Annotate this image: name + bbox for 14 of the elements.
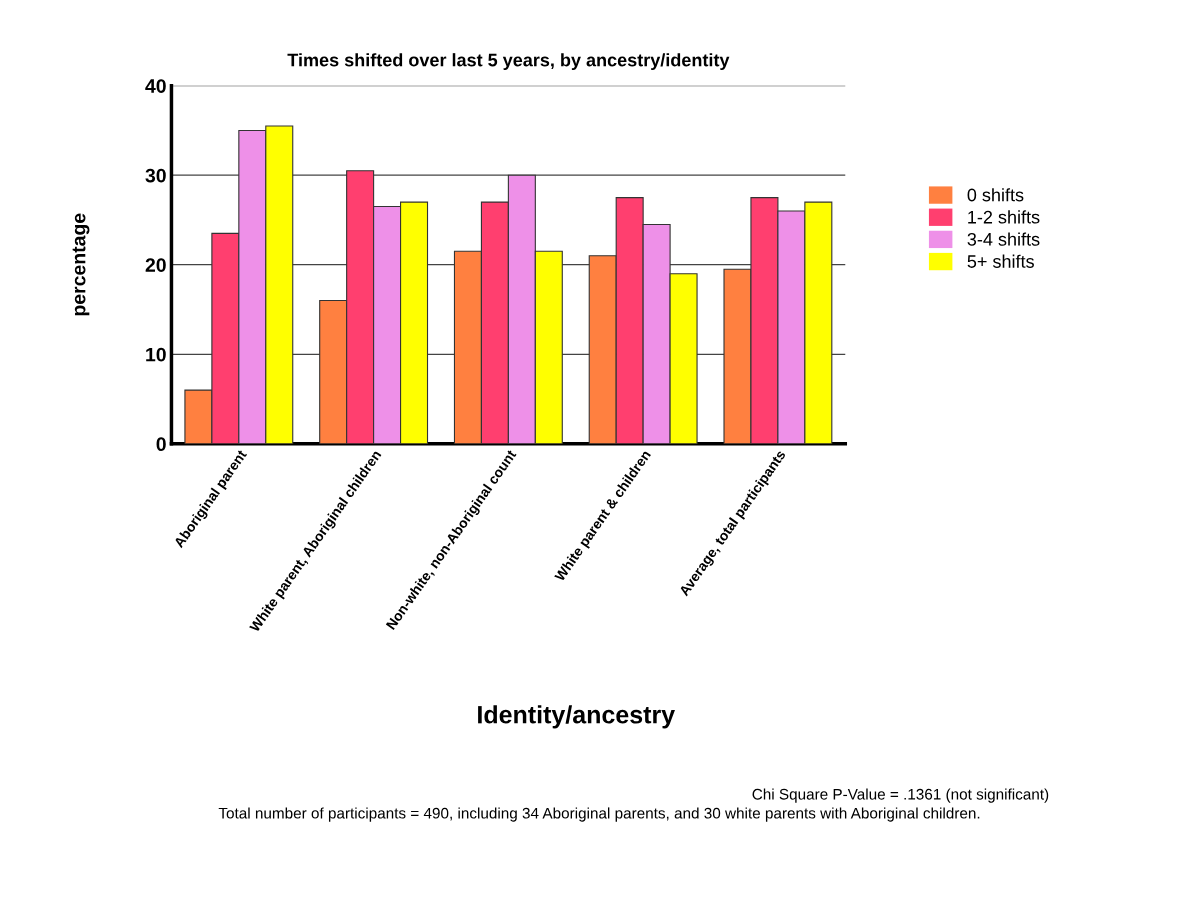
legend-label: 3-4 shifts (967, 232, 1040, 246)
y-tick-label: 20 (145, 258, 166, 272)
text: Chi Square P-Value = .1361 (not significant) (752, 788, 1049, 803)
y-tick-label: 0 (156, 437, 166, 452)
chart-title: Times shifted over last 5 years, by ancestry/identity (287, 53, 730, 70)
y-axis-title: percentage (72, 213, 90, 316)
legend-label: 5+ shifts (967, 254, 1034, 268)
x-axis-title: Identity/ancestry (478, 705, 675, 729)
legend-label: 1-2 shifts (968, 210, 1040, 224)
y-tick-label: 10 (146, 347, 166, 362)
y-tick-label: 40 (145, 79, 166, 93)
legend-label: 0 shifts (967, 188, 1024, 202)
text: Total number of participants = 490, including 34 Aboriginal parents, and 30 white parents with Aboriginal children. (218, 807, 980, 822)
y-tick-label: 30 (145, 168, 166, 183)
